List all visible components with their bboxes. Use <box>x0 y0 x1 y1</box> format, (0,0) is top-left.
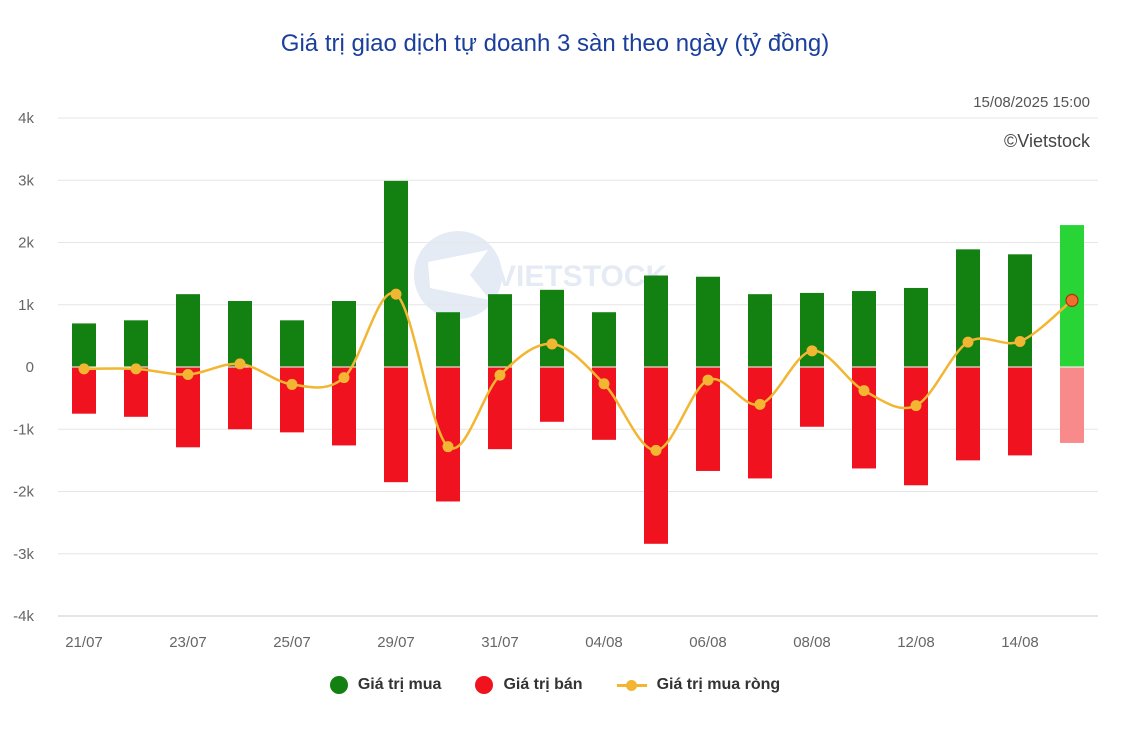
buy-bar <box>904 287 928 367</box>
x-tick-label: 14/08 <box>1001 634 1039 651</box>
sell-bar <box>956 367 980 461</box>
buy-bar <box>280 320 304 367</box>
buy-bar <box>592 312 616 367</box>
net-point <box>494 369 506 381</box>
sell-bar <box>280 367 304 433</box>
net-point <box>702 374 714 386</box>
legend-sell-marker <box>475 676 494 694</box>
sell-bar <box>748 367 772 479</box>
sell-bar <box>800 367 824 427</box>
buy-bar <box>436 312 460 367</box>
x-tick-label: 08/08 <box>793 634 831 651</box>
net-point <box>858 385 870 397</box>
net-point <box>78 363 90 375</box>
y-tick-label: 3k <box>18 172 34 189</box>
sell-bar <box>72 367 96 414</box>
chart-title: Giá trị giao dịch tự doanh 3 sàn theo ng… <box>280 30 830 57</box>
sell-bar <box>904 367 928 486</box>
x-tick-label: 04/08 <box>585 634 623 651</box>
net-point <box>442 441 454 453</box>
net-line <box>83 291 1073 452</box>
timestamp: 15/08/2025 15:00 <box>973 94 1090 111</box>
net-point <box>1065 293 1079 307</box>
buy-bar <box>540 289 564 367</box>
legend-item-net[interactable]: Giá trị mua ròng <box>616 676 781 694</box>
net-point <box>286 378 298 390</box>
y-tick-label: 4k <box>18 110 34 127</box>
y-tick-label: -2k <box>13 484 34 501</box>
legend-item-sell[interactable]: Giá trị bán <box>475 676 583 694</box>
net-line-layer <box>78 288 1079 456</box>
legend-net-label: Giá trị mua ròng <box>656 676 781 693</box>
net-point <box>1014 335 1026 347</box>
sell-bar <box>1060 367 1084 443</box>
buy-bar <box>332 301 356 367</box>
y-tick-label: -4k <box>13 608 34 625</box>
buy-bar <box>124 320 148 367</box>
net-point <box>598 378 610 390</box>
y-tick-label: 2k <box>18 235 34 252</box>
buy-bar <box>384 180 408 367</box>
sell-bar <box>124 367 148 417</box>
buy-bar <box>696 276 720 367</box>
bar-layer <box>58 180 1098 544</box>
net-point <box>130 363 142 375</box>
net-point <box>754 398 766 410</box>
x-tick-label: 25/07 <box>273 634 311 651</box>
buy-bar <box>852 291 876 367</box>
net-point <box>962 336 974 348</box>
buy-bar <box>488 294 512 367</box>
legend-item-buy[interactable]: Giá trị mua <box>329 676 442 694</box>
buy-bar <box>748 294 772 367</box>
y-tick-label: -3k <box>13 546 34 563</box>
sell-bar <box>592 367 616 440</box>
y-tick-label: 0 <box>26 359 34 376</box>
legend: Giá trị mua Giá trị bán Giá trị mua ròng <box>0 676 1110 694</box>
sell-bar <box>384 367 408 483</box>
net-point <box>182 368 194 380</box>
y-tick-label: -1k <box>13 421 34 438</box>
buy-bar <box>72 323 96 367</box>
x-tick-label: 31/07 <box>481 634 519 651</box>
x-tick-label: 21/07 <box>65 634 103 651</box>
sell-bar <box>228 367 252 430</box>
sell-bar <box>176 367 200 448</box>
buy-bar <box>228 301 252 367</box>
buy-bar <box>176 294 200 367</box>
x-tick-label: 23/07 <box>169 634 207 651</box>
svg-text:VIETSTOCK: VIETSTOCK <box>496 260 667 293</box>
net-point <box>234 358 246 370</box>
source-credit: ©Vietstock <box>1004 131 1090 151</box>
net-point <box>910 400 922 412</box>
net-point <box>806 345 818 357</box>
sell-bar <box>852 367 876 469</box>
legend-buy-marker <box>329 676 348 694</box>
y-tick-layer: 4k 3k 2k 1k 0 -1k -2k -3k -4k <box>13 110 34 625</box>
sell-bar <box>540 367 564 422</box>
buy-bar <box>644 275 668 367</box>
net-point <box>338 372 350 384</box>
sell-bar <box>488 367 512 450</box>
vietstock-watermark: VIETSTOCK <box>414 231 667 319</box>
legend-net-marker <box>616 678 647 692</box>
legend-buy-label: Giá trị mua <box>357 676 442 693</box>
sell-bar <box>1008 367 1032 456</box>
net-point <box>546 338 558 350</box>
net-point <box>650 444 662 456</box>
legend-sell-label: Giá trị bán <box>503 676 583 693</box>
net-point <box>390 288 402 300</box>
buy-bar <box>1008 254 1032 367</box>
x-tick-label: 06/08 <box>689 634 727 651</box>
y-tick-label: 1k <box>18 297 34 314</box>
x-tick-label: 29/07 <box>377 634 415 651</box>
x-tick-label: 12/08 <box>897 634 935 651</box>
x-tick-layer: 21/07 23/07 25/07 29/07 31/07 04/08 06/08 08/08… <box>65 634 1039 651</box>
